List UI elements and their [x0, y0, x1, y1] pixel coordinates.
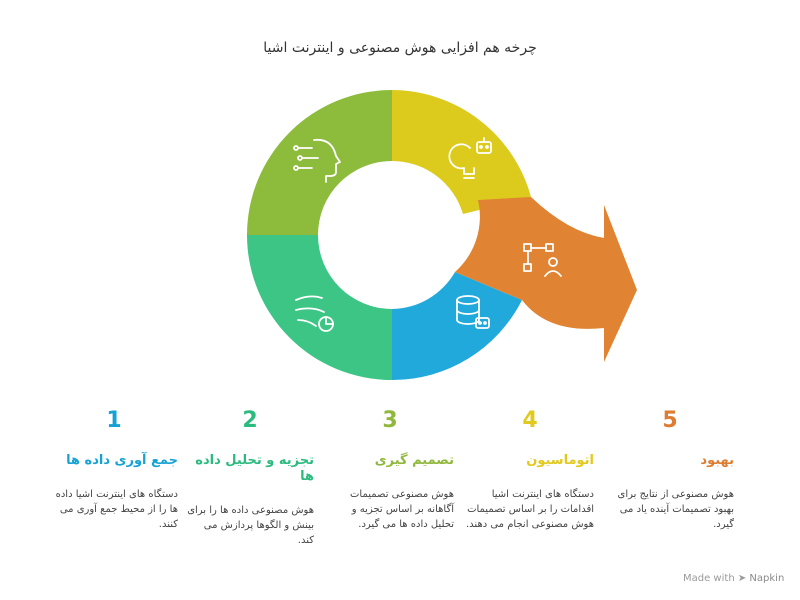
- step-number: 2: [242, 408, 258, 433]
- napkin-logo-icon: ➤: [737, 573, 747, 584]
- step-number: 4: [522, 408, 538, 433]
- step-heading: جمع آوری داده ها: [66, 453, 178, 468]
- brand-name: Napkin: [749, 573, 785, 584]
- segment-analysis: [247, 235, 392, 380]
- step-number: 5: [662, 408, 678, 433]
- database-robot-icon: [456, 295, 490, 329]
- step-2: 2 تجزیه و تحلیل داده ها هوش مصنوعی داده …: [186, 408, 314, 548]
- step-3: 3 تصمیم گیری هوش مصنوعی تصمیمات آگاهانه …: [326, 408, 454, 532]
- step-description: هوش مصنوعی تصمیمات آگاهانه بر اساس تجزیه…: [349, 489, 454, 530]
- step-description: هوش مصنوعی داده ها را برای بینش و الگوها…: [187, 505, 314, 546]
- step-4: 4 اتوماسیون دستگاه های اینترنت اشیا اقدا…: [466, 408, 594, 532]
- made-with-footer[interactable]: Made with ➤ Napkin: [683, 573, 784, 584]
- ai-head-circuit-icon: [293, 138, 341, 183]
- step-heading: تصمیم گیری: [374, 453, 454, 468]
- network-person-icon: [523, 243, 562, 277]
- step-heading: بهبود: [700, 453, 734, 468]
- step-description: هوش مصنوعی از نتایج برای بهبود تصمیمات آ…: [617, 489, 734, 530]
- step-5: 5 بهبود هوش مصنوعی از نتایج برای بهبود ت…: [606, 408, 734, 532]
- lightbulb-robot-icon: [448, 137, 492, 179]
- step-heading: اتوماسیون: [526, 453, 594, 468]
- step-1: 1 جمع آوری داده ها دستگاه های اینترنت اش…: [50, 408, 178, 532]
- diagram-title: چرخه هم افزایی هوش مصنوعی و اینترنت اشیا: [263, 40, 537, 56]
- segment-improvement-arrow: [455, 197, 637, 362]
- step-number: 3: [382, 408, 398, 433]
- step-description: دستگاه های اینترنت اشیا داده ها را از مح…: [55, 489, 178, 530]
- airflow-chart-icon: [295, 295, 334, 332]
- step-heading: تجزیه و تحلیل داده ها: [195, 453, 314, 484]
- made-with-text: Made with: [683, 573, 735, 584]
- step-description: دستگاه های اینترنت اشیا اقدامات را بر اس…: [466, 489, 594, 530]
- step-number: 1: [106, 408, 122, 433]
- segment-analysis-top: [247, 90, 392, 235]
- segment-data-collection: [392, 272, 522, 381]
- segment-automation: [392, 90, 531, 214]
